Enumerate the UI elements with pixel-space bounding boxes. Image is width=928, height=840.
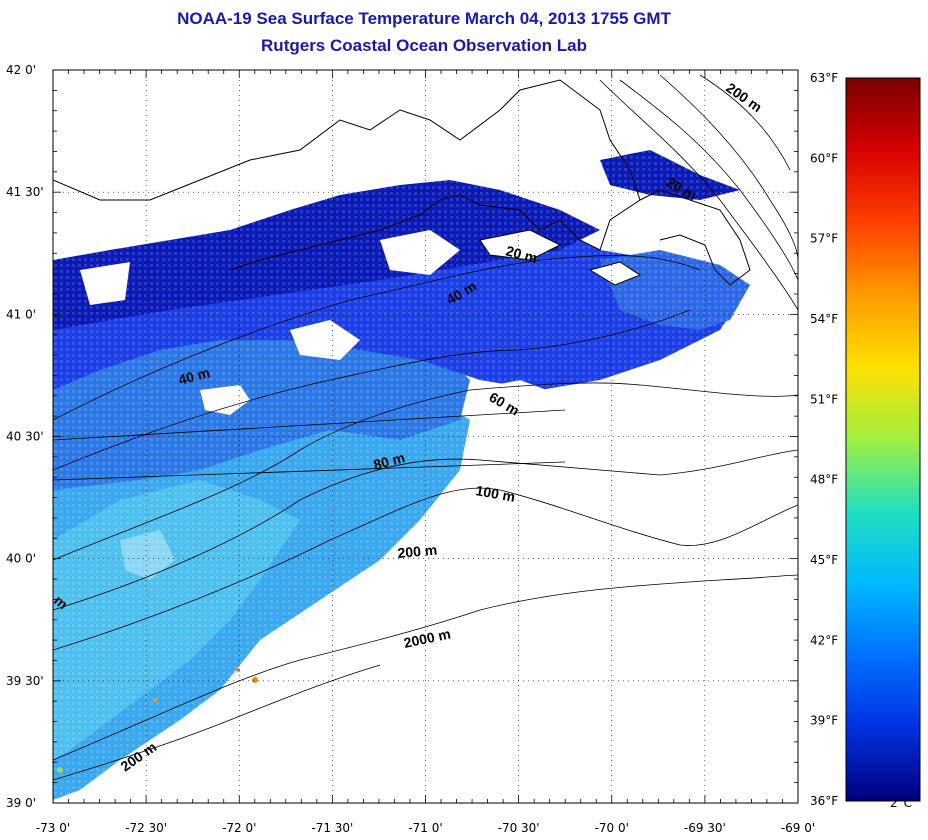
latitude-label: 40 30' — [6, 430, 44, 444]
fahrenheit-label: 42°F — [810, 633, 838, 647]
longitude-labels: -73 0' -72 30' -72 0' -71 30' -71 0' -70 30' -… — [36, 821, 815, 835]
fahrenheit-label: 45°F — [810, 553, 838, 567]
longitude-label: -70 0' — [595, 821, 629, 835]
longitude-label: -70 30' — [498, 821, 540, 835]
fahrenheit-label: 57°F — [810, 232, 838, 246]
fahrenheit-labels: 63°F 60°F 57°F 54°F 51°F 48°F 45°F 42°F 39°F 36°F — [810, 71, 838, 808]
fahrenheit-label: 39°F — [810, 714, 838, 728]
latitude-label: 40 0' — [6, 552, 36, 566]
latitude-label: 39 30' — [6, 674, 44, 688]
longitude-label: -71 0' — [408, 821, 442, 835]
longitude-label: -71 30' — [311, 821, 353, 835]
longitude-label: -72 30' — [125, 821, 167, 835]
colorbar — [846, 78, 920, 801]
fahrenheit-label: 36°F — [810, 794, 838, 808]
fahrenheit-label: 54°F — [810, 312, 838, 326]
fahrenheit-label: 51°F — [810, 392, 838, 406]
longitude-label: -73 0' — [36, 821, 70, 835]
longitude-label: -72 0' — [222, 821, 256, 835]
sst-map: 42 0' 41 30' 41 0' 40 30' 40 0' 39 30' 39 0' -… — [0, 0, 928, 840]
longitude-label: -69 30' — [684, 821, 726, 835]
map-area — [53, 70, 798, 803]
latitude-label: 41 30' — [6, 185, 44, 199]
fahrenheit-label: 48°F — [810, 473, 838, 487]
fahrenheit-label: 60°F — [810, 151, 838, 165]
longitude-label: -69 0' — [781, 821, 815, 835]
latitude-label: 39 0' — [6, 796, 36, 810]
latitude-labels: 42 0' 41 30' 41 0' 40 30' 40 0' 39 30' 39 0' — [6, 63, 44, 810]
latitude-label: 41 0' — [6, 307, 36, 321]
fahrenheit-label: 63°F — [810, 71, 838, 85]
latitude-label: 42 0' — [6, 63, 36, 77]
